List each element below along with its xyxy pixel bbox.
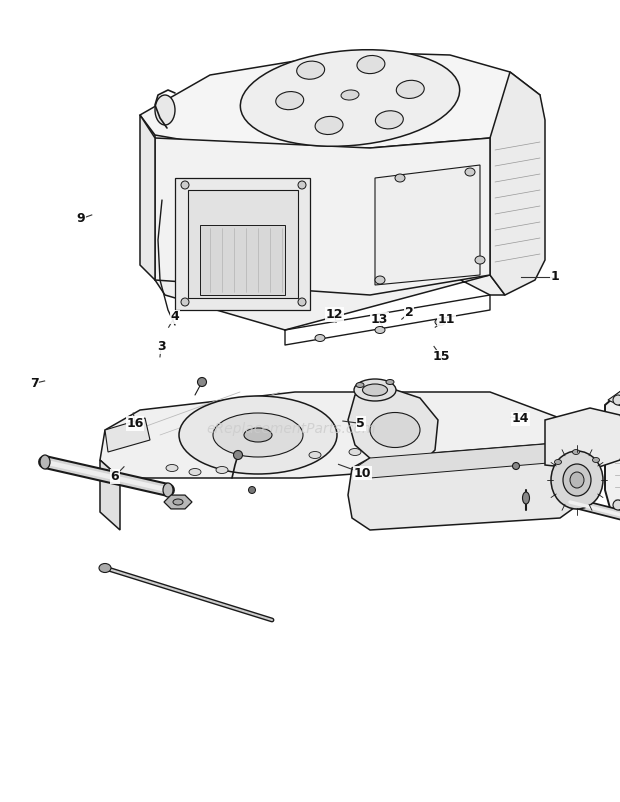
- Polygon shape: [355, 442, 580, 478]
- Ellipse shape: [370, 412, 420, 448]
- Text: 15: 15: [433, 350, 450, 363]
- Ellipse shape: [414, 444, 426, 452]
- Ellipse shape: [181, 298, 189, 306]
- Text: 9: 9: [76, 213, 85, 225]
- Ellipse shape: [570, 472, 584, 488]
- Ellipse shape: [298, 298, 306, 306]
- Polygon shape: [605, 388, 620, 520]
- Ellipse shape: [395, 174, 405, 182]
- Ellipse shape: [276, 91, 304, 110]
- Ellipse shape: [163, 483, 173, 497]
- Ellipse shape: [475, 256, 485, 264]
- Text: 2: 2: [405, 306, 414, 319]
- Ellipse shape: [375, 276, 385, 284]
- Polygon shape: [200, 225, 285, 295]
- Ellipse shape: [551, 451, 603, 509]
- Ellipse shape: [613, 395, 620, 405]
- Ellipse shape: [198, 378, 206, 387]
- Ellipse shape: [216, 467, 228, 473]
- Ellipse shape: [613, 500, 620, 510]
- Text: 10: 10: [354, 467, 371, 480]
- Ellipse shape: [363, 384, 388, 396]
- Text: 11: 11: [438, 313, 455, 326]
- Text: eReplacementParts.com: eReplacementParts.com: [206, 422, 376, 436]
- Ellipse shape: [349, 448, 361, 456]
- Ellipse shape: [179, 396, 337, 474]
- Polygon shape: [540, 440, 570, 510]
- Ellipse shape: [166, 464, 178, 472]
- Ellipse shape: [357, 55, 385, 74]
- Ellipse shape: [356, 383, 364, 387]
- Polygon shape: [348, 442, 585, 530]
- Ellipse shape: [375, 111, 403, 129]
- Text: 3: 3: [157, 340, 166, 353]
- Ellipse shape: [249, 487, 255, 493]
- Ellipse shape: [181, 181, 189, 189]
- Ellipse shape: [189, 468, 201, 476]
- Ellipse shape: [309, 452, 321, 459]
- Ellipse shape: [572, 449, 580, 455]
- Ellipse shape: [354, 379, 396, 401]
- Ellipse shape: [523, 492, 529, 504]
- Ellipse shape: [315, 116, 343, 135]
- Ellipse shape: [563, 464, 591, 496]
- Ellipse shape: [99, 564, 111, 573]
- Text: 16: 16: [126, 417, 144, 430]
- Text: 5: 5: [356, 417, 365, 430]
- Polygon shape: [140, 115, 155, 280]
- Ellipse shape: [297, 61, 325, 79]
- Polygon shape: [140, 115, 505, 330]
- Text: 13: 13: [371, 313, 388, 326]
- Text: 12: 12: [326, 308, 343, 321]
- Polygon shape: [608, 388, 620, 412]
- Ellipse shape: [554, 460, 562, 464]
- Ellipse shape: [244, 428, 272, 442]
- Ellipse shape: [234, 451, 242, 460]
- Ellipse shape: [396, 80, 424, 99]
- Ellipse shape: [341, 90, 359, 100]
- Polygon shape: [175, 178, 310, 310]
- Ellipse shape: [241, 50, 459, 146]
- Ellipse shape: [298, 181, 306, 189]
- Polygon shape: [164, 495, 192, 509]
- Ellipse shape: [593, 457, 600, 463]
- Text: 1: 1: [551, 270, 559, 283]
- Ellipse shape: [315, 334, 325, 342]
- Text: 6: 6: [110, 470, 119, 483]
- Text: 14: 14: [512, 412, 529, 425]
- Polygon shape: [490, 72, 545, 295]
- Ellipse shape: [386, 379, 394, 384]
- Polygon shape: [105, 418, 150, 452]
- Ellipse shape: [40, 455, 50, 469]
- Ellipse shape: [465, 168, 475, 176]
- Text: 4: 4: [170, 310, 179, 323]
- Polygon shape: [140, 52, 540, 148]
- Polygon shape: [375, 165, 480, 285]
- Text: 7: 7: [30, 377, 38, 390]
- Polygon shape: [100, 460, 120, 530]
- Polygon shape: [100, 392, 570, 478]
- Ellipse shape: [155, 95, 175, 125]
- Ellipse shape: [173, 499, 183, 505]
- Polygon shape: [348, 388, 438, 470]
- Ellipse shape: [513, 463, 520, 469]
- Polygon shape: [155, 138, 490, 295]
- Polygon shape: [545, 408, 620, 470]
- Ellipse shape: [213, 413, 303, 457]
- Ellipse shape: [435, 318, 445, 326]
- Ellipse shape: [375, 326, 385, 334]
- Polygon shape: [188, 190, 298, 298]
